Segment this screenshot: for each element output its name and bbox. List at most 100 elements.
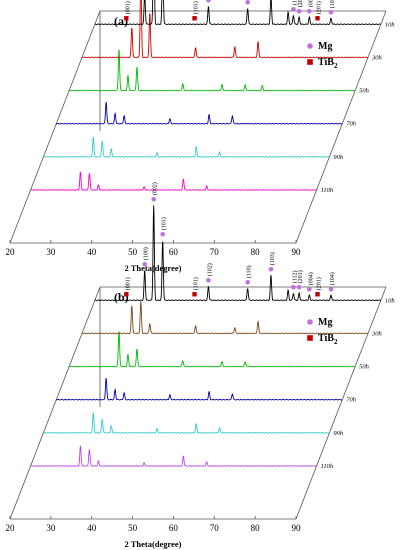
series-label: 30h: [371, 54, 382, 61]
peak-label: (104): [329, 272, 336, 285]
peak-label: (101): [161, 217, 168, 230]
legend-label-text: TiB: [318, 333, 334, 344]
series-trace-110h: [30, 171, 317, 191]
peak-label: (002): [152, 182, 159, 195]
series-label: 50h: [359, 364, 369, 371]
peak-label: (004): [307, 272, 314, 285]
tib2-marker: [192, 16, 197, 21]
mg-marker: [142, 261, 148, 267]
series-label: 110h: [321, 187, 334, 194]
peak-label: (201): [316, 1, 323, 14]
mg-marker: [291, 6, 296, 12]
series-trace-10h: [94, 0, 382, 26]
x-tick-label: 20: [6, 247, 16, 257]
mg-marker: [296, 8, 302, 14]
mg-marker: [328, 9, 334, 15]
x-tick-label: 30: [46, 523, 56, 533]
x-tick-label: 30: [46, 247, 56, 257]
mg-marker: [296, 284, 302, 290]
series-trace-50h: [68, 331, 356, 368]
legend-label: Mg: [318, 317, 332, 328]
series-trace-30h: [81, 0, 369, 59]
series-group: 110h 90h 70h 50h 30h 10h: [30, 0, 395, 194]
peak-label: (101): [193, 1, 200, 14]
mg-marker: [206, 0, 211, 3]
tib2-marker: [124, 16, 129, 21]
legend-marker-square: [307, 335, 313, 341]
peak-label: (201): [297, 0, 304, 7]
x-tick-label: 70: [210, 247, 220, 257]
legend: Mg TiB2: [307, 41, 338, 70]
legend-label-subscript: 2: [334, 62, 338, 70]
legend-label-subscript: 2: [334, 338, 338, 346]
peak-label: (100): [143, 247, 150, 260]
x-tick-label: 50: [128, 523, 138, 533]
legend-label-text: Mg: [318, 317, 332, 328]
legend-marker-circle: [307, 43, 313, 49]
tib2-marker: [124, 292, 129, 297]
series-label: 90h: [333, 430, 343, 437]
mg-marker: [206, 277, 211, 283]
series-group: 110h 90h 70h 50h 30h 10h: [30, 205, 395, 470]
x-tick-label: 60: [169, 247, 179, 257]
legend-label: Mg: [318, 41, 332, 52]
legend-label-text: TiB: [318, 57, 334, 68]
legend: Mg TiB2: [307, 317, 338, 346]
series-trace-30h: [81, 301, 369, 335]
mg-marker: [245, 0, 250, 5]
right-depth-line: [295, 10, 387, 244]
peak-annotations: (002)(101)(100)(001)(101)(102)(110)(103)…: [124, 0, 336, 21]
axes-frame: [9, 286, 387, 520]
series-trace-110h: [30, 445, 317, 467]
series-trace-70h: [56, 101, 343, 125]
x-tick-label: 80: [251, 523, 261, 533]
series-trace-90h: [43, 136, 330, 158]
x-tick-label: 90: [292, 523, 302, 533]
x-axis-title: 2 Theta(degree): [124, 539, 181, 549]
series-trace-50h: [68, 49, 356, 92]
peak-label: (112): [291, 0, 298, 5]
peak-label: (112): [291, 270, 298, 283]
series-label: 110h: [321, 463, 334, 470]
peak-label: (001): [124, 1, 131, 14]
peak-label: (004): [307, 0, 314, 7]
tib2-marker: [192, 292, 197, 297]
mg-marker: [245, 279, 250, 285]
x-tick-label: 70: [210, 523, 220, 533]
panel-b: 20 30 40 50 60 70 80 902 Theta(degree)(b)110h90…: [6, 182, 395, 549]
mg-marker: [307, 286, 312, 292]
series-label: 30h: [371, 330, 382, 337]
legend-label: TiB2: [318, 57, 338, 70]
tib2-marker: [315, 16, 320, 21]
peak-label: (103): [269, 252, 276, 265]
peak-label: (102): [206, 263, 213, 276]
peak-label: (104): [329, 0, 336, 8]
peak-label: (201): [297, 270, 304, 283]
x-tick-label: 40: [87, 247, 97, 257]
x-tick-label: 80: [251, 247, 261, 257]
x-ticks: 20 30 40 50 60 70 80 90: [6, 516, 302, 533]
x-tick-label: 60: [169, 523, 179, 533]
x-tick-label: 50: [128, 247, 138, 257]
mg-marker: [328, 286, 334, 292]
legend-label: TiB2: [318, 333, 338, 346]
x-tick-label: 20: [6, 523, 16, 533]
legend-label-text: Mg: [318, 41, 332, 52]
depth-axis-line: [9, 10, 101, 244]
legend-marker-circle: [307, 319, 313, 325]
mg-marker: [151, 196, 156, 202]
mg-marker: [160, 231, 165, 237]
mg-marker: [291, 284, 296, 290]
series-label: 10h: [385, 297, 395, 304]
peak-label: (101): [193, 277, 200, 290]
peak-label: (001): [124, 277, 131, 290]
series-label: 10h: [385, 21, 395, 28]
series-label: 70h: [346, 397, 356, 404]
x-ticks: 20 30 40 50 60 70 80 90: [6, 240, 301, 257]
series-trace-10h: [94, 205, 382, 302]
right-depth-line: [295, 286, 387, 520]
series-label: 70h: [346, 121, 356, 128]
legend-marker-square: [307, 59, 313, 65]
panel-a: 20 30 40 50 60 70 80 902 Theta(degree)(a)110h90…: [6, 0, 395, 273]
